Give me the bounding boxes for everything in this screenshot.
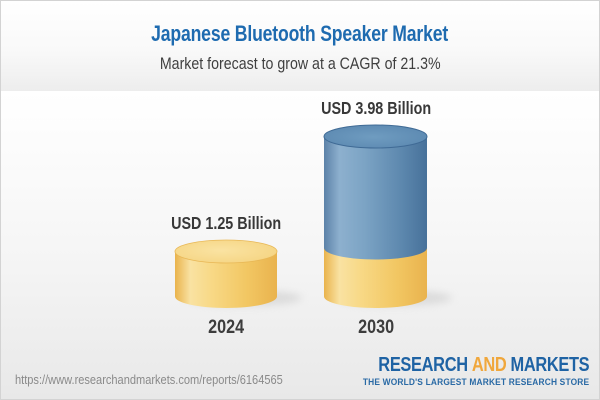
page-title: Japanese Bluetooth Speaker Market (1, 21, 599, 47)
chart-header: Japanese Bluetooth Speaker Market Market… (1, 1, 599, 91)
value-label-2030: USD 3.98 Billion (320, 98, 432, 118)
bar-2024 (174, 239, 278, 308)
chart-area: USD 1.25 Billion USD 3.98 Billion 2024 2… (1, 91, 599, 399)
bar-2030-growth-segment (324, 136, 427, 260)
logo-word-research: RESEARCH (378, 354, 468, 376)
bar-2030 (323, 124, 428, 308)
value-label-2024: USD 1.25 Billion (170, 213, 282, 233)
cylinder-bar-chart (174, 124, 452, 308)
category-label-2024: 2024 (208, 317, 244, 338)
bar-2024-body (175, 251, 277, 308)
bar-2030-top (323, 124, 428, 149)
chart-subtitle-wrap: Market forecast to grow at a CAGR of 21.… (1, 55, 599, 74)
chart-subtitle: Market forecast to grow at a CAGR of 21.… (159, 55, 441, 73)
logo-wordmark: RESEARCH AND MARKETS (378, 355, 589, 375)
logo-word-and: AND (471, 354, 507, 376)
bar-2024-top (174, 239, 278, 264)
bar-2030-base-segment (324, 248, 427, 308)
logo-word-markets: MARKETS (510, 354, 589, 376)
report-url[interactable]: https://www.researchandmarkets.com/repor… (15, 372, 283, 387)
category-label-2030: 2030 (358, 317, 394, 338)
logo-tagline: THE WORLD'S LARGEST MARKET RESEARCH STOR… (362, 377, 589, 387)
chart-title: Japanese Bluetooth Speaker Market (151, 21, 449, 46)
research-and-markets-logo[interactable]: RESEARCH AND MARKETS THE WORLD'S LARGEST… (332, 355, 590, 387)
